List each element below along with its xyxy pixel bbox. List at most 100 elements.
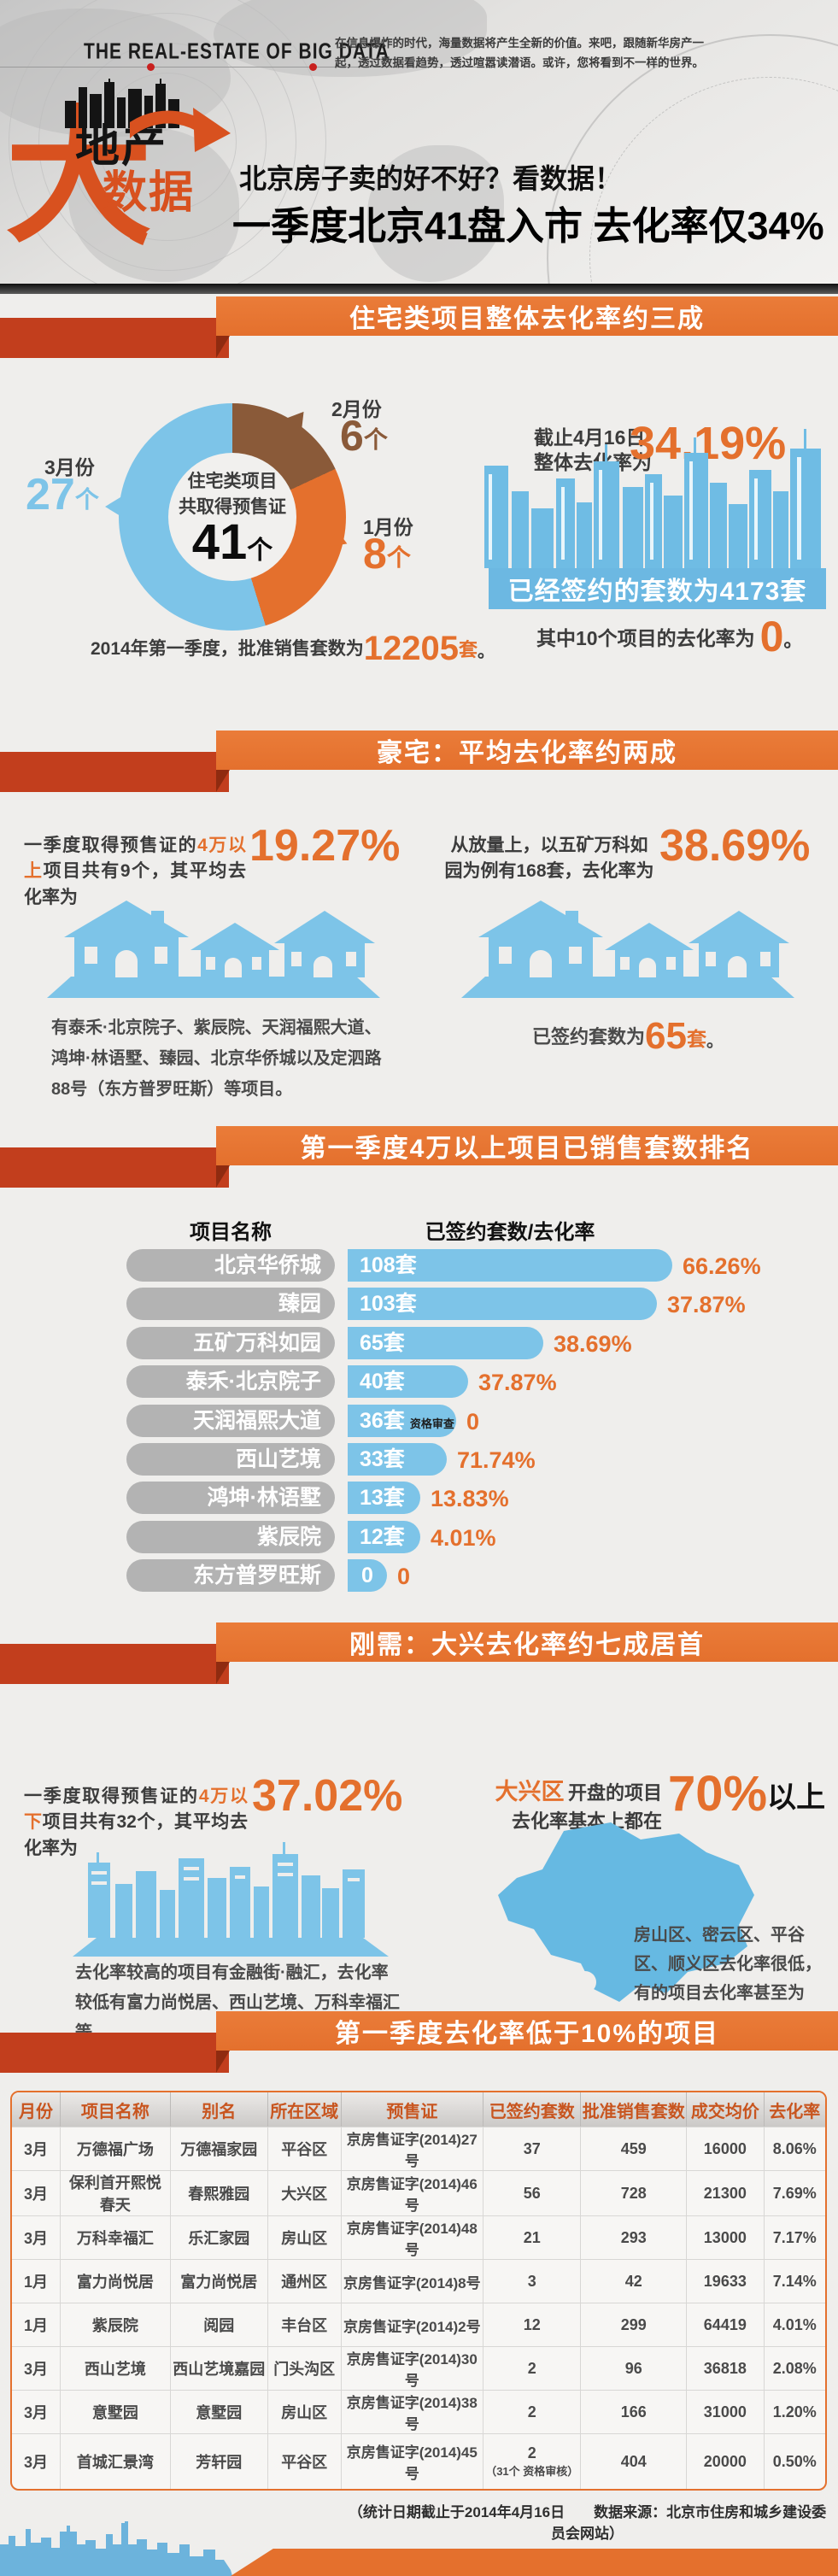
donut-center-value: 41 个	[191, 514, 273, 571]
section-ribbon-fold	[216, 2051, 230, 2073]
table-cell: 西山艺境	[61, 2346, 171, 2390]
table-cell: 36818	[687, 2346, 765, 2390]
subtitle: 北京房子卖的好不好？看数据！	[239, 163, 623, 194]
table-row: 3月 万科幸福汇 乐汇家园 房山区 京房售证字(2014)48号 21 293 13000 7.…	[12, 2215, 825, 2259]
table-cell: 万德福家园	[170, 2127, 268, 2170]
massmarket-left-caption: 去化率较高的项目有金融街·融汇，去化率较低有富力尚悦居、西山艺境、万科幸福汇等。	[75, 1963, 400, 2042]
table-row: 3月 万德福广场 万德福家园 平谷区 京房售证字(2014)27号 37 459 16000 8…	[12, 2127, 825, 2170]
table-cell: 平谷区	[267, 2127, 342, 2170]
table-header-cell: 预售证	[341, 2092, 484, 2127]
table-cell: 2 （31个 资格审核）	[483, 2433, 582, 2489]
table-row: 3月 首城汇景湾 芳轩园 平谷区 京房售证字(2014)45号 2 （31个 资格审核） 40…	[12, 2433, 825, 2489]
bar-row-units-bar: 65套	[348, 1327, 543, 1359]
bar-row-project-label: 臻园	[126, 1288, 335, 1320]
table-cell: 紫辰院	[61, 2303, 171, 2346]
bar-row-rate-label: 13.83%	[431, 1486, 509, 1511]
table-cell: 293	[581, 2215, 688, 2259]
qualification-review-tag: 资格审查	[409, 1417, 454, 1430]
table-cell: 4.01%	[764, 2303, 825, 2346]
table-cell: 京房售证字(2014)27号	[341, 2127, 484, 2170]
table-cell: 富力尚悦居	[170, 2259, 268, 2303]
table-cell: 12	[483, 2303, 582, 2346]
bar-row-project-label: 北京华侨城	[126, 1249, 335, 1282]
table-cell: 平谷区	[267, 2433, 342, 2489]
section-ribbon	[0, 1644, 229, 1684]
luxury-left-paragraph: 一季度取得预售证的4万以上项目共有9个，其平均去化率为	[24, 836, 246, 907]
table-row: 3月 意墅园 意墅园 房山区 京房售证字(2014)38号 2 166 31000 1.20%	[12, 2390, 825, 2433]
table-cell: 42	[581, 2259, 688, 2303]
section-ribbon-fold	[216, 770, 230, 792]
table-cell: 房山区	[267, 2390, 342, 2433]
table-cell: 21300	[687, 2170, 765, 2215]
section-ribbon	[0, 2033, 229, 2073]
daxing-district-map	[498, 1822, 754, 2002]
houses-illustration	[47, 901, 380, 998]
signed-units-banner: 已经签约的套数为4173套	[489, 568, 826, 609]
section1-header: 住宅类项目整体去化率约三成	[0, 296, 838, 360]
table-cell: 3	[483, 2259, 582, 2303]
table-row: 1月 紫辰院 阅园 丰台区 京房售证字(2014)2号 12 299 64419 4.01%	[12, 2303, 825, 2346]
daxing-rate: 70% 以上	[668, 1766, 826, 1822]
table-cell: 1.20%	[764, 2390, 825, 2433]
bar-row-rate-label: 0	[397, 1564, 411, 1589]
low-rate-projects-table: 月份 项目名称 别名 所在区域 预售证 已签约套数 批准销售套数 成交均价 去化率 3月 万德福广…	[10, 2091, 827, 2491]
table-cell: 丰台区	[267, 2303, 342, 2346]
table-cell: 3月	[12, 2346, 62, 2390]
luxury-left-caption: 有泰禾·北京院子、紫辰院、天润福熙大道、鸿坤·林语墅、臻园、北京华侨城以及定泗路…	[51, 1018, 382, 1099]
table-cell: 31000	[687, 2390, 765, 2433]
table-header-cell: 成交均价	[687, 2092, 765, 2127]
table-cell: 64419	[687, 2303, 765, 2346]
section1-title: 住宅类项目整体去化率约三成	[216, 296, 838, 336]
donut-pointer-jan	[329, 529, 351, 553]
bar-row-project-label: 东方普罗旺斯	[126, 1559, 335, 1592]
luxury-right-caption: 已签约套数为 65 套 。	[532, 1015, 724, 1057]
table-cell: 7.69%	[764, 2170, 825, 2215]
bar-chart-col1-title: 项目名称	[190, 1221, 272, 1244]
table-cell: 56	[483, 2170, 582, 2215]
table-row: 3月 西山艺境 西山艺境嘉园 门头沟区 京房售证字(2014)30号 2 96 36818 2.…	[12, 2346, 825, 2390]
header: THE REAL-ESTATE OF BIG DATA 在信息爆炸的时代，海量数…	[0, 0, 838, 284]
table-cell: 16000	[687, 2127, 765, 2170]
table-cell: 保利首开熙悦春天	[61, 2170, 171, 2215]
table-cell: 8.06%	[764, 2127, 825, 2170]
section-ribbon-fold	[216, 336, 230, 358]
bar-row-rate-label: 71.74%	[457, 1447, 536, 1473]
section2-header: 豪宅：平均去化率约两成	[0, 731, 838, 794]
bar-row-rate-label: 0	[466, 1409, 480, 1435]
table-cell: 20000	[687, 2433, 765, 2489]
table-header-row: 月份 项目名称 别名 所在区域 预售证 已签约套数 批准销售套数 成交均价 去化率	[12, 2092, 825, 2127]
bar-row-units-bar: 0	[348, 1559, 387, 1592]
table-cell: 21	[483, 2215, 582, 2259]
luxury-right-paragraph: 从放量上，以五矿万科如园为例有168套，去化率为	[444, 836, 654, 882]
table-cell: 首城汇景湾	[61, 2433, 171, 2489]
table-cell: 96	[581, 2346, 688, 2390]
table-header-cell: 所在区域	[267, 2092, 342, 2127]
feb-label: 2月份	[331, 398, 382, 420]
luxury-left-rate: 19.27%	[249, 821, 401, 871]
section4-title: 刚需：大兴去化率约七成居首	[216, 1622, 838, 1662]
table-cell: 3月	[12, 2390, 62, 2433]
table-cell: 728	[581, 2170, 688, 2215]
donut-pointer-feb	[286, 406, 312, 430]
section5-header: 第一季度去化率低于10%的项目	[0, 2011, 838, 2074]
city-blocks-illustration	[73, 1842, 389, 1957]
section5-title: 第一季度去化率低于10%的项目	[216, 2011, 838, 2051]
section4-header: 刚需：大兴去化率约七成居首	[0, 1622, 838, 1686]
table-cell: 大兴区	[267, 2170, 342, 2215]
footer-orange-band	[231, 2549, 838, 2576]
city-skyline-illustration	[484, 429, 821, 568]
section-ribbon	[0, 1147, 229, 1188]
table-cell: 京房售证字(2014)38号	[341, 2390, 484, 2433]
table-cell: 意墅园	[61, 2390, 171, 2433]
table-cell: 37	[483, 2127, 582, 2170]
red-dot-icon	[309, 63, 317, 71]
logo-word-shuju: 数据	[103, 168, 196, 218]
table-cell: 3月	[12, 2433, 62, 2489]
table-header-cell: 批准销售套数	[581, 2092, 688, 2127]
table-cell: 芳轩园	[170, 2433, 268, 2489]
table-cell: 阅园	[170, 2303, 268, 2346]
bar-chart-col2-title: 已签约套数/去化率	[425, 1221, 595, 1244]
mar-label: 3月份	[44, 456, 95, 478]
bar-row-units-bar: 40套	[348, 1365, 468, 1398]
